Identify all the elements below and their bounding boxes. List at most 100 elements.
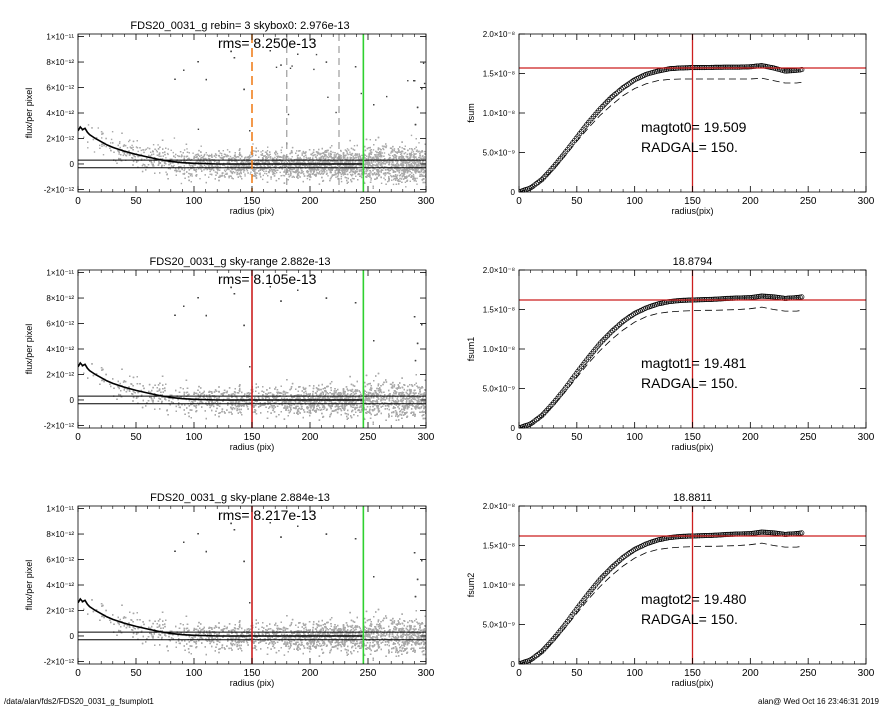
scatter-point [318,166,320,168]
scatter-point [264,166,266,168]
scatter-point [358,165,361,167]
scatter-point [192,152,194,154]
scatter-point [262,158,264,160]
scatter-point [322,152,324,154]
scatter-point [406,153,409,156]
scatter-point [391,151,394,153]
scatter-point [208,158,211,160]
scatter-point [225,166,227,168]
scatter-point [316,169,318,172]
scatter-point [225,169,228,171]
scatter-point [115,160,117,162]
scatter-point [268,169,271,171]
scatter-point [321,168,323,170]
scatter-point [144,149,146,151]
scatter-point [293,167,295,170]
scatter-point [118,142,121,145]
scatter-point [313,171,315,173]
scatter-point [180,165,182,168]
scatter-point [376,158,378,161]
scatter-point [381,155,383,158]
scatter-point [394,175,396,177]
scatter-point [416,149,418,151]
scatter-point [184,160,186,163]
scatter-point [295,165,297,167]
scatter-point [407,156,409,158]
scatter-point [247,165,249,167]
scatter-point [417,171,420,173]
scatter-point [411,148,413,150]
scatter-point [413,169,415,171]
scatter-point [342,174,345,176]
scatter-point [210,155,212,157]
scatter-point [329,156,331,158]
scatter-point [298,174,300,177]
scatter-point [162,152,164,154]
scatter-point [299,161,301,163]
scatter-point [365,167,368,169]
scatter-point [224,176,226,178]
scatter-point [266,157,268,159]
scatter-point [203,154,205,157]
scatter-point [202,157,205,160]
scatter-point [240,168,242,170]
scatter-point [195,161,197,164]
scatter-point [274,161,277,163]
scatter-point [344,161,347,163]
scatter-point [266,160,268,162]
scatter-point [383,173,386,175]
scatter-point [342,171,344,173]
scatter-point [208,155,210,157]
scatter-point [242,161,244,163]
scatter-point [208,165,210,167]
scatter-point [252,161,254,164]
scatter-point [347,153,349,156]
scatter-point [250,151,252,153]
scatter-point [365,158,368,160]
scatter-point [128,152,131,155]
scatter-point [315,166,317,168]
scatter-point [208,157,210,160]
scatter-point [336,172,338,174]
scatter-point [304,165,306,167]
scatter-point [181,167,183,170]
scatter-point [191,175,193,177]
scatter-point [306,171,309,174]
scatter-point [391,164,394,166]
scatter-point [327,96,329,98]
scatter-point [258,170,260,172]
scatter-point [374,168,376,170]
scatter-point [340,169,342,171]
scatter-point [345,166,347,168]
scatter-point [150,161,153,164]
scatter-point [279,165,281,168]
scatter-point [371,162,373,164]
scatter-point [100,131,103,133]
scatter-point [283,161,285,163]
scatter-point [222,158,224,160]
scatter-point [236,169,238,171]
scatter-point [224,170,227,173]
scatter-point [240,169,243,171]
scatter-point [316,154,318,157]
scatter-point [418,165,420,167]
scatter-point [404,177,406,179]
scatter-point [282,174,284,177]
scatter-point [289,67,292,69]
scatter-point [346,170,348,172]
scatter-point [424,164,426,167]
scatter-point [352,155,354,158]
scatter-point [301,152,303,154]
scatter-point [204,158,206,160]
scatter-point [353,145,356,147]
scatter-point [204,168,206,170]
scatter-point [395,179,397,181]
scatter-point [368,161,370,163]
scatter-point [267,154,269,156]
scatter-point [161,139,164,141]
scatter-point [207,161,209,163]
scatter-point [378,174,381,176]
scatter-point [329,179,331,182]
scatter-point [214,171,217,173]
scatter-point [337,169,339,171]
